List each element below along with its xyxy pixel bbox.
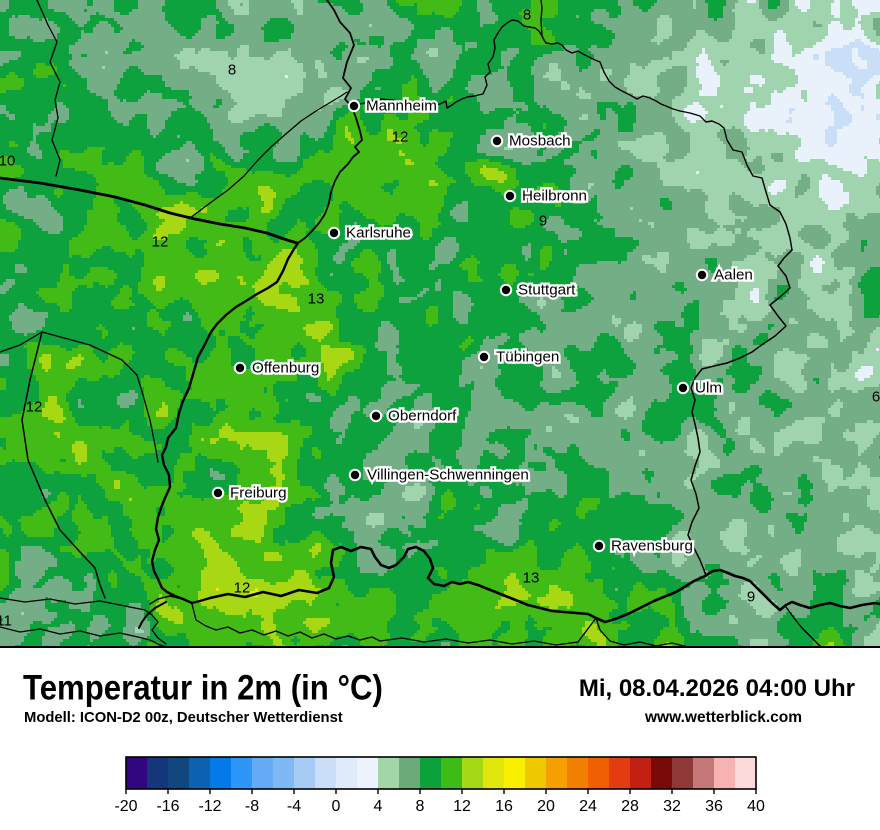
svg-text:-4: -4	[287, 798, 301, 815]
svg-text:8: 8	[523, 7, 531, 24]
svg-text:8: 8	[416, 798, 425, 815]
svg-text:Karlsruhe: Karlsruhe	[346, 225, 411, 242]
svg-text:9: 9	[539, 213, 547, 230]
svg-text:4: 4	[374, 798, 383, 815]
svg-text:12: 12	[152, 234, 169, 251]
svg-text:28: 28	[621, 798, 639, 815]
svg-text:Mannheim: Mannheim	[366, 98, 437, 115]
svg-text:20: 20	[537, 798, 555, 815]
svg-text:12: 12	[26, 399, 43, 416]
svg-text:Ulm: Ulm	[695, 380, 722, 397]
svg-text:-8: -8	[245, 798, 259, 815]
svg-text:36: 36	[705, 798, 723, 815]
svg-text:0: 0	[332, 798, 341, 815]
svg-text:Ravensburg: Ravensburg	[611, 538, 693, 555]
svg-text:Villingen-Schwenningen: Villingen-Schwenningen	[367, 467, 529, 484]
svg-text:10: 10	[0, 153, 15, 170]
svg-text:13: 13	[523, 570, 540, 587]
svg-text:40: 40	[747, 798, 765, 815]
svg-text:Aalen: Aalen	[714, 267, 753, 284]
svg-text:Heilbronn: Heilbronn	[522, 188, 587, 205]
svg-text:16: 16	[495, 798, 513, 815]
svg-text:6: 6	[872, 389, 880, 406]
svg-text:24: 24	[579, 798, 597, 815]
svg-text:-20: -20	[114, 798, 137, 815]
svg-text:11: 11	[0, 613, 12, 630]
svg-text:13: 13	[308, 291, 325, 308]
svg-text:9: 9	[747, 589, 755, 606]
svg-text:Offenburg: Offenburg	[252, 360, 319, 377]
svg-text:32: 32	[663, 798, 681, 815]
svg-text:-16: -16	[156, 798, 179, 815]
svg-text:Mosbach: Mosbach	[509, 133, 571, 150]
svg-text:12: 12	[392, 129, 409, 146]
svg-text:12: 12	[234, 580, 251, 597]
svg-text:Oberndorf: Oberndorf	[388, 408, 457, 425]
svg-text:Freiburg: Freiburg	[230, 485, 287, 502]
svg-text:-12: -12	[198, 798, 221, 815]
svg-text:Stuttgart: Stuttgart	[518, 282, 576, 299]
svg-text:Tübingen: Tübingen	[496, 349, 559, 366]
svg-text:8: 8	[228, 62, 236, 79]
svg-text:12: 12	[453, 798, 471, 815]
